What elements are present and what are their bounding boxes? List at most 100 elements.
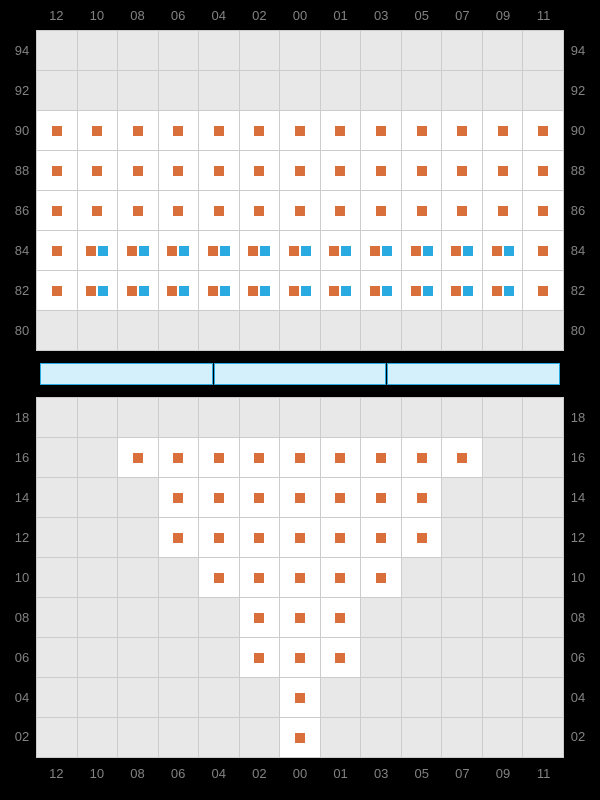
seat-cell[interactable] xyxy=(240,151,280,190)
seat-cell[interactable] xyxy=(240,598,280,637)
seat-cell[interactable] xyxy=(280,638,320,677)
seat-cell[interactable] xyxy=(280,558,320,597)
seat-cell[interactable] xyxy=(78,151,118,190)
seat-cell[interactable] xyxy=(321,438,361,477)
seat-cell[interactable] xyxy=(402,438,442,477)
seat-cell[interactable] xyxy=(280,438,320,477)
seat-cell[interactable] xyxy=(199,231,239,270)
seat-cell[interactable] xyxy=(280,518,320,557)
seat-cell[interactable] xyxy=(240,638,280,677)
seat-cell[interactable] xyxy=(118,231,158,270)
seat-cell[interactable] xyxy=(199,111,239,150)
seat-cell[interactable] xyxy=(118,151,158,190)
seat-cell[interactable] xyxy=(159,518,199,557)
seat-cell[interactable] xyxy=(280,151,320,190)
seat-cell[interactable] xyxy=(361,478,401,517)
seat-cell[interactable] xyxy=(442,191,482,230)
seat-cell[interactable] xyxy=(199,478,239,517)
seat-cell[interactable] xyxy=(78,231,118,270)
seat-cell[interactable] xyxy=(321,231,361,270)
seat-cell[interactable] xyxy=(483,231,523,270)
seat-cell[interactable] xyxy=(402,518,442,557)
seat-cell[interactable] xyxy=(361,111,401,150)
seat-cell[interactable] xyxy=(199,438,239,477)
seat-cell[interactable] xyxy=(321,271,361,310)
seat-cell[interactable] xyxy=(361,558,401,597)
seat-cell[interactable] xyxy=(280,111,320,150)
seat-cell[interactable] xyxy=(361,151,401,190)
seat-cell[interactable] xyxy=(361,518,401,557)
seat-cell[interactable] xyxy=(321,638,361,677)
seat-cell[interactable] xyxy=(442,111,482,150)
seat-cell[interactable] xyxy=(159,478,199,517)
seat-cell[interactable] xyxy=(118,271,158,310)
seat-cell[interactable] xyxy=(280,718,320,757)
seat-cell[interactable] xyxy=(280,478,320,517)
seat-cell[interactable] xyxy=(280,271,320,310)
seat-cell[interactable] xyxy=(523,111,563,150)
seat-cell[interactable] xyxy=(321,518,361,557)
seat-cell[interactable] xyxy=(199,151,239,190)
seat-cell[interactable] xyxy=(240,478,280,517)
seat-cell[interactable] xyxy=(483,271,523,310)
seat-cell[interactable] xyxy=(37,111,77,150)
seat-cell[interactable] xyxy=(321,191,361,230)
seat-cell[interactable] xyxy=(523,231,563,270)
seat-cell[interactable] xyxy=(118,111,158,150)
seat-cell[interactable] xyxy=(402,111,442,150)
seat-cell[interactable] xyxy=(442,271,482,310)
seat-cell[interactable] xyxy=(483,111,523,150)
seat-cell[interactable] xyxy=(483,191,523,230)
seat-cell[interactable] xyxy=(159,438,199,477)
seat-cell[interactable] xyxy=(199,558,239,597)
seat-cell[interactable] xyxy=(361,271,401,310)
seat-cell[interactable] xyxy=(402,231,442,270)
seat-cell[interactable] xyxy=(483,151,523,190)
seat-cell[interactable] xyxy=(199,518,239,557)
seat-cell[interactable] xyxy=(240,271,280,310)
seat-cell[interactable] xyxy=(280,191,320,230)
seat-cell[interactable] xyxy=(280,678,320,717)
seat-cell[interactable] xyxy=(240,191,280,230)
seat-cell[interactable] xyxy=(402,191,442,230)
seat-cell[interactable] xyxy=(442,231,482,270)
seat-cell[interactable] xyxy=(402,478,442,517)
seat-cell[interactable] xyxy=(199,191,239,230)
seat-cell[interactable] xyxy=(118,438,158,477)
seat-cell[interactable] xyxy=(78,271,118,310)
seat-cell[interactable] xyxy=(240,438,280,477)
seat-cell[interactable] xyxy=(159,231,199,270)
seat-cell[interactable] xyxy=(442,151,482,190)
seat-cell[interactable] xyxy=(159,151,199,190)
seat-cell[interactable] xyxy=(37,231,77,270)
seat-cell[interactable] xyxy=(523,151,563,190)
seat-cell[interactable] xyxy=(240,518,280,557)
seat-cell[interactable] xyxy=(442,438,482,477)
seat-cell[interactable] xyxy=(523,191,563,230)
seat-cell[interactable] xyxy=(118,191,158,230)
seat-cell[interactable] xyxy=(402,271,442,310)
seat-cell[interactable] xyxy=(402,151,442,190)
seat-cell[interactable] xyxy=(240,231,280,270)
seat-cell[interactable] xyxy=(37,271,77,310)
seat-cell[interactable] xyxy=(523,271,563,310)
seat-cell[interactable] xyxy=(37,151,77,190)
seat-cell[interactable] xyxy=(321,598,361,637)
seat-cell[interactable] xyxy=(159,111,199,150)
seat-cell[interactable] xyxy=(321,558,361,597)
seat-cell[interactable] xyxy=(280,598,320,637)
seat-cell[interactable] xyxy=(321,478,361,517)
seat-cell[interactable] xyxy=(361,438,401,477)
seat-cell[interactable] xyxy=(240,558,280,597)
seat-cell[interactable] xyxy=(78,111,118,150)
seat-cell[interactable] xyxy=(240,111,280,150)
seat-cell[interactable] xyxy=(78,191,118,230)
seat-cell[interactable] xyxy=(321,111,361,150)
seat-cell[interactable] xyxy=(37,191,77,230)
seat-cell[interactable] xyxy=(159,271,199,310)
seat-cell[interactable] xyxy=(361,231,401,270)
seat-cell[interactable] xyxy=(321,151,361,190)
seat-cell[interactable] xyxy=(199,271,239,310)
seat-cell[interactable] xyxy=(280,231,320,270)
seat-cell[interactable] xyxy=(159,191,199,230)
